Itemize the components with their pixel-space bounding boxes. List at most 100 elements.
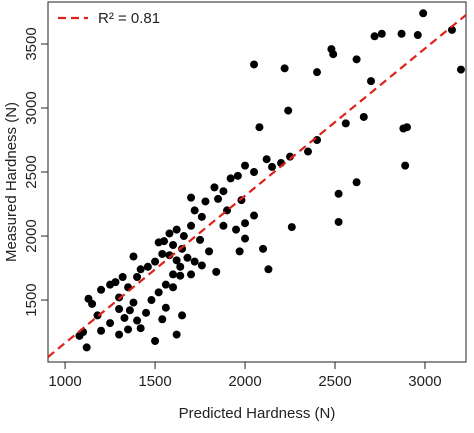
point	[352, 55, 361, 64]
point	[106, 319, 115, 328]
point	[399, 124, 408, 133]
point	[143, 262, 152, 271]
point	[176, 262, 185, 271]
point	[147, 296, 156, 305]
point	[210, 183, 219, 192]
point	[183, 253, 192, 262]
point	[151, 337, 160, 346]
legend-label: R² = 0.81	[98, 10, 160, 27]
point	[161, 280, 170, 289]
point	[401, 161, 410, 170]
point	[178, 311, 187, 320]
point	[241, 219, 250, 228]
point	[226, 174, 235, 183]
point	[341, 119, 350, 128]
point	[120, 313, 129, 322]
point	[259, 244, 268, 253]
y-tick-label: 3500	[23, 27, 40, 60]
point	[219, 221, 228, 230]
y-tick-label: 1500	[23, 283, 40, 316]
plot-frame	[47, 1, 467, 363]
point	[165, 229, 174, 238]
point	[196, 235, 205, 244]
point	[413, 31, 422, 40]
point	[397, 29, 406, 38]
point	[187, 270, 196, 279]
point	[241, 161, 250, 170]
point	[352, 178, 361, 187]
point	[235, 247, 244, 256]
point	[97, 326, 106, 335]
point	[124, 325, 133, 334]
point	[151, 257, 160, 266]
point	[334, 217, 343, 226]
point	[197, 261, 206, 270]
point	[212, 267, 221, 276]
point	[142, 308, 151, 317]
point	[250, 168, 259, 177]
point	[334, 189, 343, 198]
point	[190, 257, 199, 266]
point	[118, 272, 127, 281]
point	[176, 271, 185, 280]
point	[172, 330, 181, 339]
y-tick-label: 2000	[23, 219, 40, 252]
point	[304, 147, 313, 156]
y-tick-label: 3000	[23, 91, 40, 124]
point	[136, 265, 145, 274]
point	[136, 324, 145, 333]
point	[201, 197, 210, 206]
point	[154, 288, 163, 297]
point	[232, 225, 241, 234]
point	[241, 234, 250, 243]
point	[359, 112, 368, 121]
point	[84, 294, 93, 303]
point	[169, 270, 178, 279]
point	[154, 238, 163, 247]
point	[129, 252, 138, 261]
point	[456, 65, 465, 74]
y-tick-label: 2500	[23, 155, 40, 188]
x-tick-label: 2500	[318, 373, 351, 390]
point	[129, 298, 138, 307]
point	[284, 106, 293, 115]
point	[115, 304, 124, 313]
point	[75, 331, 84, 340]
point	[250, 60, 259, 69]
x-tick-label: 1500	[138, 373, 171, 390]
point	[190, 206, 199, 215]
point	[205, 247, 214, 256]
point	[370, 32, 379, 41]
point	[161, 303, 170, 312]
point	[158, 249, 167, 258]
point	[97, 285, 106, 294]
x-tick-label: 1000	[48, 373, 81, 390]
point	[329, 50, 338, 59]
point	[250, 211, 259, 220]
point	[233, 171, 242, 180]
point	[214, 194, 223, 203]
point	[106, 280, 115, 289]
point	[172, 256, 181, 265]
point	[187, 221, 196, 230]
point	[313, 68, 322, 77]
point	[133, 272, 142, 281]
point	[447, 25, 456, 34]
x-tick-label: 3000	[408, 373, 441, 390]
y-axis-label: Measured Hardness (N)	[3, 102, 20, 262]
point	[268, 162, 277, 171]
point	[366, 77, 375, 86]
point	[125, 306, 134, 315]
point	[377, 29, 386, 38]
point	[287, 223, 296, 232]
point	[158, 315, 167, 324]
point	[219, 187, 228, 196]
point	[93, 311, 102, 320]
point	[169, 283, 178, 292]
x-tick-label: 2000	[228, 373, 261, 390]
point	[115, 330, 124, 339]
point	[172, 225, 181, 234]
point	[133, 316, 142, 325]
point	[262, 155, 271, 164]
